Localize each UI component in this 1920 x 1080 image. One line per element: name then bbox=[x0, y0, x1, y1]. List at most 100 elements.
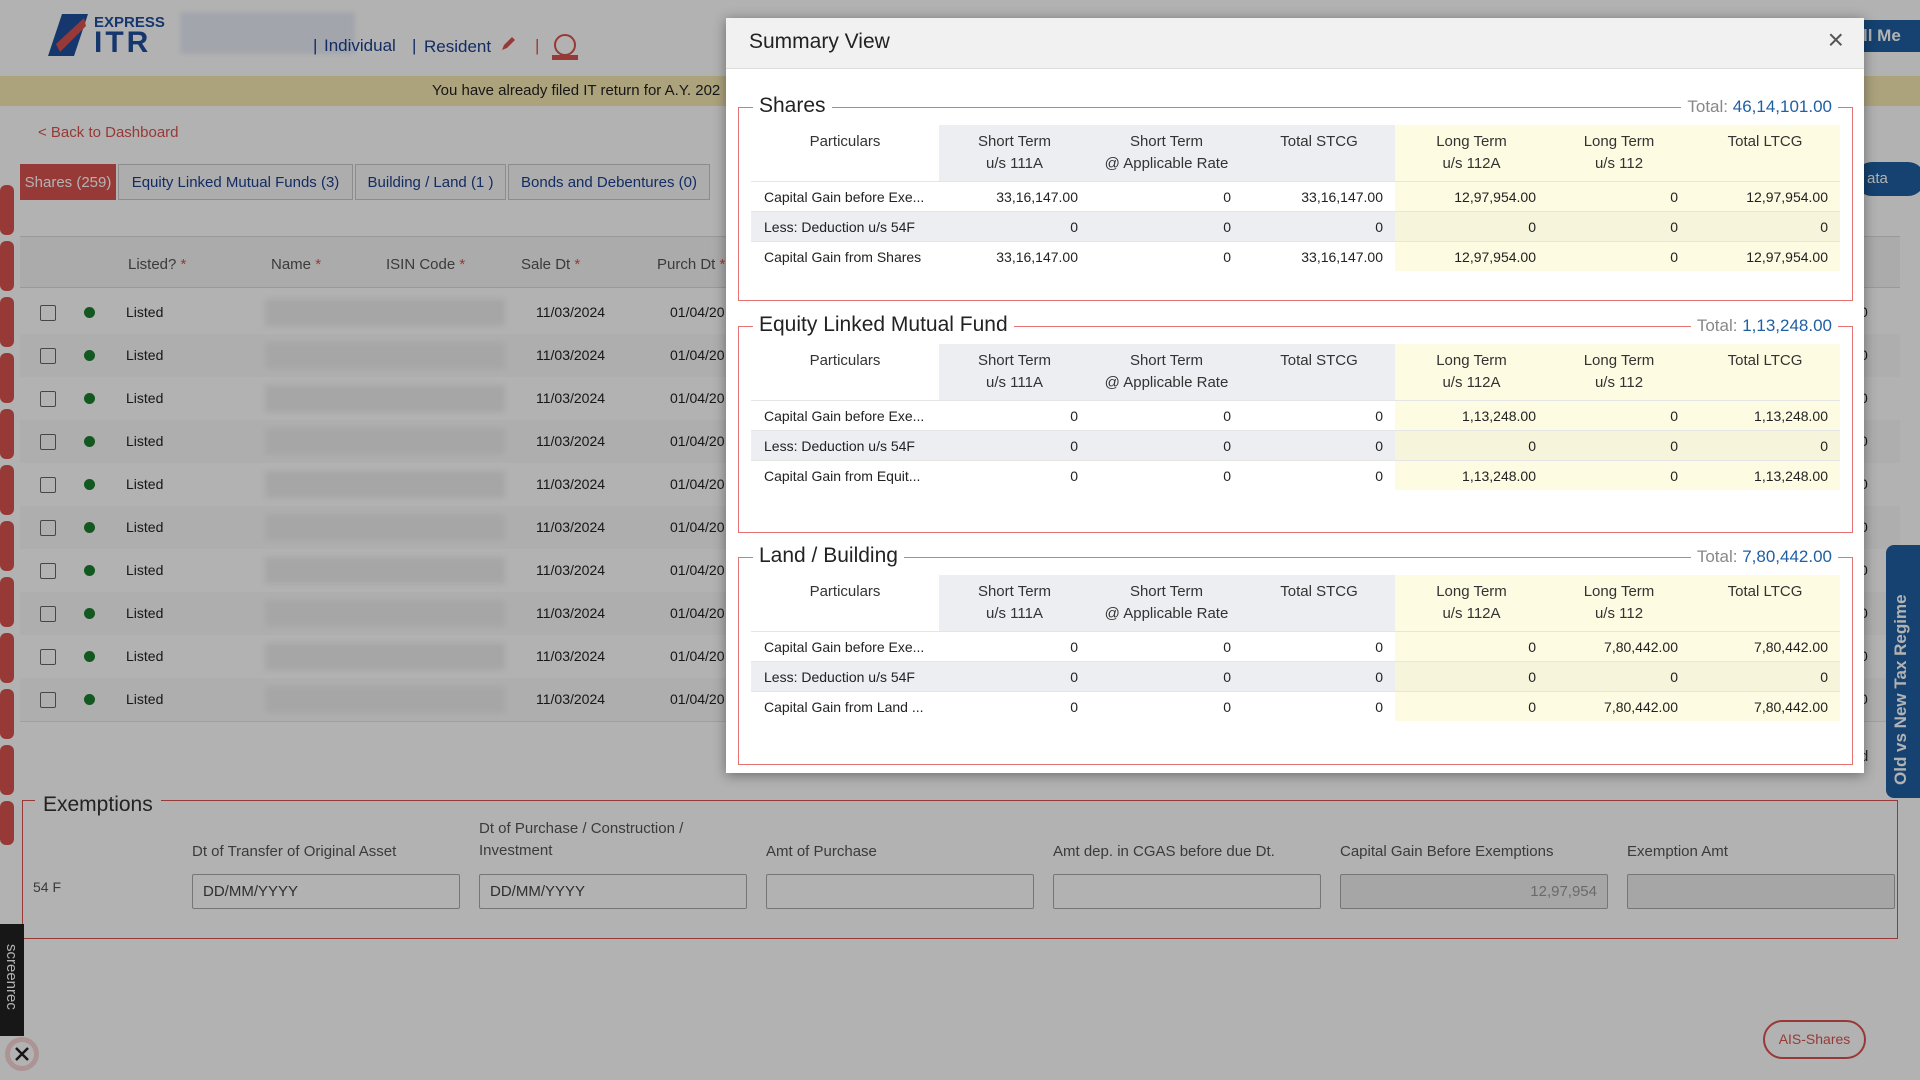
header-line: Total STCG bbox=[1243, 350, 1395, 372]
header-line: Short Term bbox=[939, 131, 1090, 153]
column-header: Particulars bbox=[751, 575, 939, 631]
amount-cell: 0 bbox=[1690, 211, 1840, 241]
amount-cell: 33,16,147.00 bbox=[1243, 181, 1395, 211]
column-header: Short Term@ Applicable Rate bbox=[1090, 575, 1243, 631]
amount-cell: 0 bbox=[1243, 631, 1395, 661]
header-line: u/s 112 bbox=[1548, 153, 1690, 175]
header-line: Long Term bbox=[1548, 131, 1690, 153]
column-header: Particulars bbox=[751, 125, 939, 181]
amount-cell: 0 bbox=[1548, 460, 1690, 490]
amount-cell: 0 bbox=[1548, 400, 1690, 430]
header-line: Long Term bbox=[1548, 350, 1690, 372]
amount-cell: 7,80,442.00 bbox=[1690, 631, 1840, 661]
amount-cell: 0 bbox=[1090, 430, 1243, 460]
amount-cell: 0 bbox=[1243, 400, 1395, 430]
header-line: u/s 112 bbox=[1548, 603, 1690, 625]
column-header: Long Termu/s 112 bbox=[1548, 344, 1690, 400]
column-header: Short Termu/s 111A bbox=[939, 575, 1090, 631]
column-header: Long Termu/s 112A bbox=[1395, 125, 1548, 181]
section-total: Total: 1,13,248.00 bbox=[1691, 316, 1838, 336]
column-header: Total LTCG bbox=[1690, 125, 1840, 181]
total-label: Total: bbox=[1697, 547, 1738, 566]
summary-modal: Summary View × SharesTotal: 46,14,101.00… bbox=[726, 18, 1864, 773]
amount-cell: 7,80,442.00 bbox=[1548, 691, 1690, 721]
row-label: Less: Deduction u/s 54F bbox=[751, 661, 939, 691]
row-label: Capital Gain from Equit... bbox=[751, 460, 939, 490]
section-title: Equity Linked Mutual Fund bbox=[753, 313, 1014, 337]
amount-cell: 0 bbox=[1395, 430, 1548, 460]
column-header: Short Term@ Applicable Rate bbox=[1090, 125, 1243, 181]
amount-cell: 0 bbox=[1395, 691, 1548, 721]
total-label: Total: bbox=[1697, 316, 1738, 335]
row-label: Capital Gain before Exe... bbox=[751, 181, 939, 211]
summary-section: Equity Linked Mutual FundTotal: 1,13,248… bbox=[738, 326, 1853, 533]
modal-close[interactable]: × bbox=[1828, 24, 1844, 56]
header-line: Particulars bbox=[751, 131, 939, 153]
amount-cell: 0 bbox=[1090, 691, 1243, 721]
amount-cell: 1,13,248.00 bbox=[1690, 460, 1840, 490]
row-label: Capital Gain before Exe... bbox=[751, 400, 939, 430]
header-line: Short Term bbox=[939, 350, 1090, 372]
amount-cell: 0 bbox=[939, 211, 1090, 241]
column-header: Short Termu/s 111A bbox=[939, 344, 1090, 400]
section-title: Shares bbox=[753, 94, 832, 118]
summary-table: ParticularsShort Termu/s 111AShort Term@… bbox=[751, 344, 1840, 490]
column-header: Total STCG bbox=[1243, 344, 1395, 400]
header-line: Short Term bbox=[1090, 131, 1243, 153]
total-label: Total: bbox=[1687, 97, 1728, 116]
amount-cell: 0 bbox=[1090, 400, 1243, 430]
amount-cell: 0 bbox=[1090, 661, 1243, 691]
amount-cell: 0 bbox=[939, 400, 1090, 430]
row-label: Capital Gain from Land ... bbox=[751, 691, 939, 721]
amount-cell: 0 bbox=[1243, 661, 1395, 691]
amount-cell: 0 bbox=[1090, 631, 1243, 661]
amount-cell: 0 bbox=[939, 460, 1090, 490]
amount-cell: 0 bbox=[1090, 211, 1243, 241]
amount-cell: 0 bbox=[1548, 661, 1690, 691]
amount-cell: 0 bbox=[1090, 460, 1243, 490]
amount-cell: 12,97,954.00 bbox=[1395, 241, 1548, 271]
header-line: Total LTCG bbox=[1690, 350, 1840, 372]
column-header: Short Term@ Applicable Rate bbox=[1090, 344, 1243, 400]
amount-cell: 0 bbox=[1395, 211, 1548, 241]
amount-cell: 0 bbox=[1690, 430, 1840, 460]
header-line: Short Term bbox=[1090, 581, 1243, 603]
amount-cell: 0 bbox=[1243, 211, 1395, 241]
column-header: Total STCG bbox=[1243, 125, 1395, 181]
amount-cell: 0 bbox=[939, 430, 1090, 460]
amount-cell: 12,97,954.00 bbox=[1395, 181, 1548, 211]
total-value: 7,80,442.00 bbox=[1742, 547, 1832, 566]
amount-cell: 7,80,442.00 bbox=[1690, 691, 1840, 721]
header-line: Particulars bbox=[751, 581, 939, 603]
column-header: Short Termu/s 111A bbox=[939, 125, 1090, 181]
column-header: Long Termu/s 112A bbox=[1395, 344, 1548, 400]
amount-cell: 0 bbox=[939, 631, 1090, 661]
summary-section: Land / BuildingTotal: 7,80,442.00Particu… bbox=[738, 557, 1853, 765]
header-line: Short Term bbox=[939, 581, 1090, 603]
amount-cell: 33,16,147.00 bbox=[939, 181, 1090, 211]
header-line: Long Term bbox=[1395, 131, 1548, 153]
summary-section: SharesTotal: 46,14,101.00ParticularsShor… bbox=[738, 107, 1853, 301]
summary-table: ParticularsShort Termu/s 111AShort Term@… bbox=[751, 125, 1840, 271]
amount-cell: 7,80,442.00 bbox=[1548, 631, 1690, 661]
amount-cell: 33,16,147.00 bbox=[939, 241, 1090, 271]
header-line: Long Term bbox=[1395, 350, 1548, 372]
amount-cell: 0 bbox=[939, 661, 1090, 691]
column-header: Total STCG bbox=[1243, 575, 1395, 631]
header-line: Long Term bbox=[1395, 581, 1548, 603]
amount-cell: 0 bbox=[1548, 241, 1690, 271]
column-header: Long Termu/s 112 bbox=[1548, 575, 1690, 631]
modal-title: Summary View bbox=[749, 30, 890, 54]
modal-header: Summary View × bbox=[726, 18, 1864, 69]
header-line: Total STCG bbox=[1243, 581, 1395, 603]
column-header: Long Termu/s 112 bbox=[1548, 125, 1690, 181]
row-label: Capital Gain from Shares bbox=[751, 241, 939, 271]
column-header: Total LTCG bbox=[1690, 344, 1840, 400]
row-label: Capital Gain before Exe... bbox=[751, 631, 939, 661]
amount-cell: 0 bbox=[1243, 460, 1395, 490]
amount-cell: 0 bbox=[939, 691, 1090, 721]
amount-cell: 33,16,147.00 bbox=[1243, 241, 1395, 271]
amount-cell: 0 bbox=[1090, 241, 1243, 271]
total-value: 1,13,248.00 bbox=[1742, 316, 1832, 335]
